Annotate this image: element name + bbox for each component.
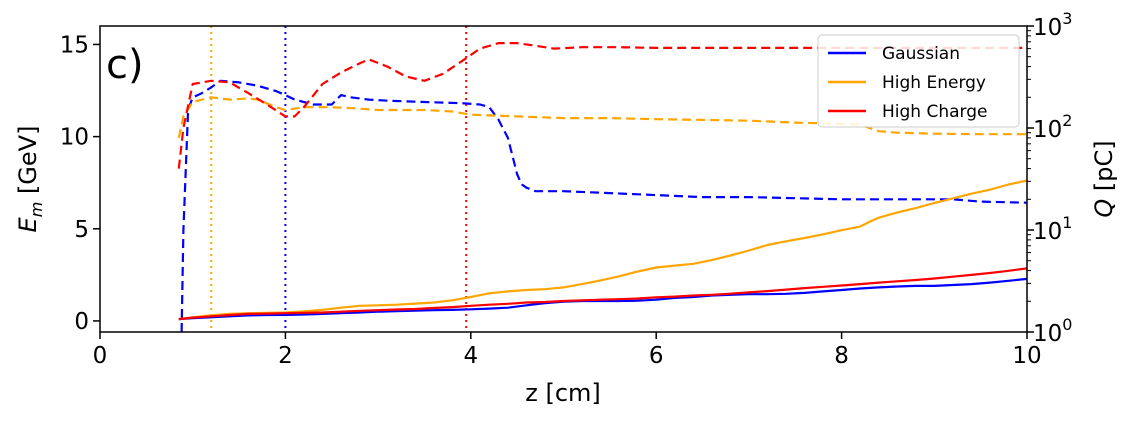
legend-label-high-charge: High Charge [882, 102, 987, 122]
x-tick-label: 0 [93, 343, 108, 369]
x-tick-label: 10 [1012, 343, 1041, 369]
x-tick-label: 8 [834, 343, 849, 369]
y-axis-right-label: Q [pC] [1090, 140, 1118, 217]
y-left-tick-label: 15 [60, 32, 89, 58]
x-tick-label: 6 [649, 343, 664, 369]
y-right-tick-label: 103 [1033, 9, 1072, 41]
y-left-tick-label: 5 [74, 217, 89, 243]
legend-label-gaussian: Gaussian [882, 44, 960, 64]
legend-box [817, 34, 1020, 128]
y-right-tick-label: 101 [1033, 213, 1072, 245]
x-tick-label: 4 [463, 343, 478, 369]
y-left-label-unit: [GeV] [14, 126, 42, 202]
y-right-tick-label: 100 [1033, 315, 1072, 347]
y-right-label-base: Q [1090, 199, 1118, 218]
high-charge-energy-line [178, 267, 1028, 321]
legend: Gaussian High Energy High Charge [817, 34, 1020, 128]
y-left-label-base: E [14, 216, 42, 232]
high-charge-charge-line [177, 41, 1027, 169]
high-energy-charge-line [177, 96, 1027, 139]
legend-entries: Gaussian High Energy High Charge [828, 44, 987, 122]
y-left-label-sub: m [27, 202, 46, 218]
y-axis-left-label: Em [GeV] [14, 126, 46, 233]
y-right-tick-label: 102 [1033, 111, 1072, 143]
x-tick-label: 2 [278, 343, 293, 369]
plot-frame [99, 25, 1028, 333]
panel-label: c) [106, 42, 144, 88]
y-right-label-unit: [pC] [1090, 140, 1118, 198]
vertical-markers [210, 26, 468, 332]
x-axis-label: z [cm] [525, 379, 601, 407]
y-left-tick-label: 0 [74, 309, 89, 335]
series-lines [177, 41, 1028, 332]
legend-label-high-energy: High Energy [882, 73, 986, 93]
gaussian-energy-line [178, 277, 1028, 321]
y-left-tick-label: 10 [60, 125, 89, 151]
gaussian-charge-line [180, 79, 1027, 332]
high-energy-energy-line [178, 179, 1028, 321]
